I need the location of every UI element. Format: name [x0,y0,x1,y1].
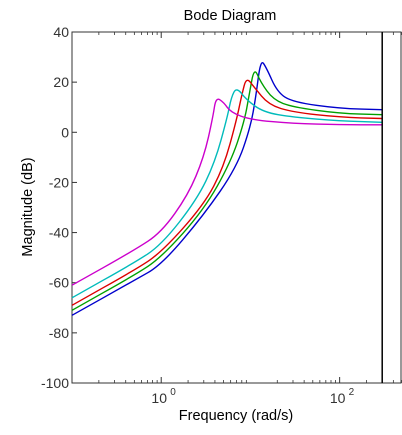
y-axis-label: Magnitude (dB) [20,157,36,256]
y-tick-label: 20 [53,74,69,90]
series-line-3 [71,79,383,306]
y-tick-label: 0 [61,124,69,140]
series-line-1 [71,62,383,316]
x-tick-exponent: 0 [170,387,176,398]
x-tick-label: 10 [151,390,167,406]
series-line-4 [71,89,383,299]
y-tick-label: -40 [49,225,69,241]
plot-frame [71,31,402,384]
y-tick-label: -80 [49,325,69,341]
x-tick-label: 10 [330,390,346,406]
series-line-2 [71,71,383,311]
chart-title: Bode Diagram [184,8,277,24]
y-tick-label: 40 [53,24,69,40]
y-tick-label: -20 [49,174,69,190]
y-tick-label: -100 [41,375,69,391]
x-axis-label: Frequency (rad/s) [179,408,293,424]
y-tick-label: -60 [49,275,69,291]
x-tick-exponent: 2 [349,387,355,398]
series-line-5 [71,98,383,286]
